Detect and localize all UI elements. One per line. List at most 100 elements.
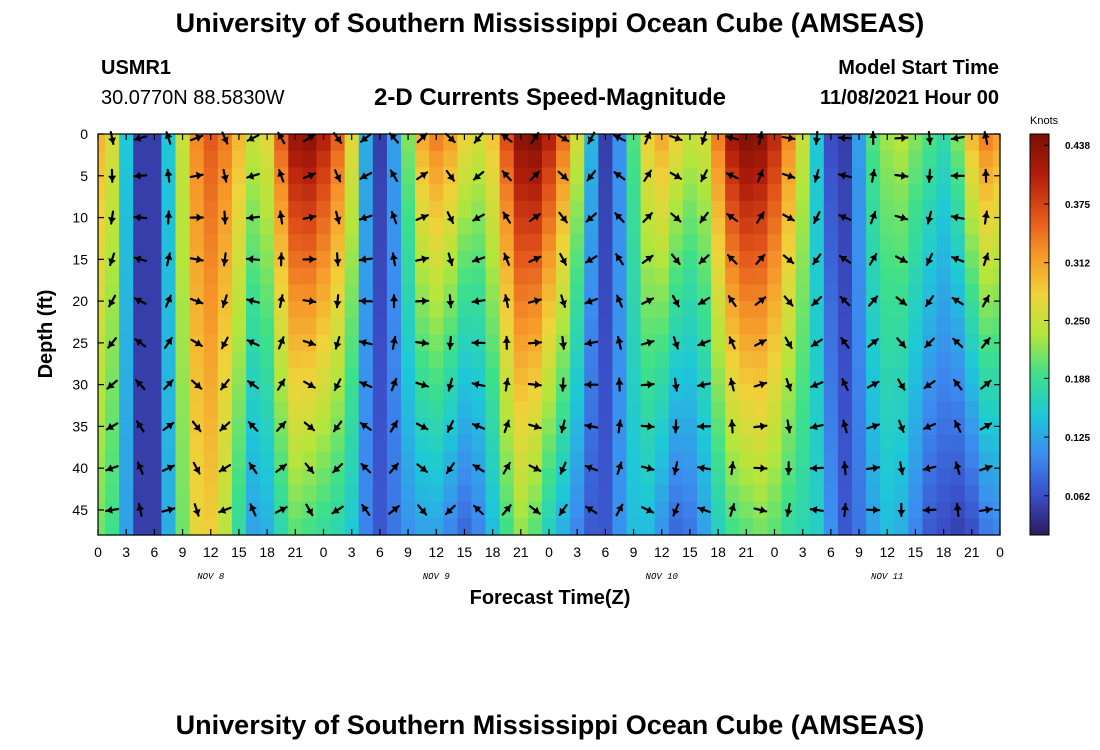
current-arrow bbox=[390, 294, 398, 309]
speed-cell bbox=[640, 434, 656, 453]
speed-cell bbox=[203, 267, 219, 285]
current-arrow bbox=[388, 462, 399, 474]
speed-cell bbox=[344, 484, 360, 503]
speed-cell bbox=[499, 267, 515, 285]
speed-cell bbox=[457, 434, 473, 453]
current-arrow bbox=[389, 420, 399, 433]
arrow-head bbox=[446, 465, 454, 473]
speed-cell bbox=[753, 317, 769, 336]
speed-cell bbox=[457, 317, 473, 336]
x-tick-label: 6 bbox=[376, 544, 384, 560]
current-arrow bbox=[669, 134, 683, 142]
speed-cell bbox=[753, 134, 769, 152]
speed-cell bbox=[316, 234, 332, 252]
speed-cell bbox=[316, 217, 332, 235]
speed-cell bbox=[203, 401, 219, 419]
current-arrow bbox=[218, 464, 232, 473]
speed-cell bbox=[880, 367, 895, 386]
speed-cell bbox=[696, 434, 712, 453]
speed-cell bbox=[316, 134, 332, 152]
speed-cell bbox=[626, 367, 642, 386]
speed-cell bbox=[415, 367, 430, 386]
speed-cell bbox=[795, 501, 811, 519]
speed-cell bbox=[992, 367, 1001, 386]
speed-cell bbox=[682, 217, 698, 235]
speed-cell bbox=[189, 434, 205, 453]
speed-cell bbox=[98, 518, 106, 536]
current-arrow bbox=[390, 335, 398, 350]
speed-cell bbox=[880, 484, 895, 503]
arrow-head bbox=[951, 171, 958, 180]
current-arrow bbox=[472, 170, 485, 181]
current-arrow bbox=[698, 254, 710, 265]
speed-cell bbox=[288, 334, 303, 352]
current-arrow bbox=[726, 213, 739, 223]
speed-cell bbox=[795, 250, 811, 269]
speed-cell bbox=[795, 518, 811, 536]
y-tick-label: 45 bbox=[72, 502, 88, 518]
current-arrow bbox=[670, 212, 682, 223]
arrow-head bbox=[728, 504, 736, 512]
speed-cell bbox=[358, 367, 374, 386]
speed-cell bbox=[245, 384, 261, 402]
speed-cell bbox=[344, 367, 360, 386]
speed-cell bbox=[344, 217, 360, 235]
arrow-head bbox=[869, 132, 878, 138]
speed-cell bbox=[894, 267, 909, 285]
speed-cell bbox=[781, 351, 797, 369]
speed-cell bbox=[725, 200, 740, 219]
current-arrow bbox=[444, 504, 456, 516]
speed-cell bbox=[964, 384, 980, 402]
speed-cell bbox=[499, 234, 515, 252]
current-arrow bbox=[276, 420, 287, 432]
speed-cell bbox=[556, 367, 571, 386]
current-arrow bbox=[725, 134, 740, 142]
speed-cell bbox=[119, 301, 134, 319]
speed-cell bbox=[175, 451, 191, 469]
speed-cell bbox=[711, 284, 726, 302]
speed-cell bbox=[992, 217, 1001, 235]
speed-cell bbox=[852, 468, 867, 486]
speed-cell bbox=[288, 134, 303, 152]
arrow-head bbox=[671, 384, 680, 391]
speed-cell bbox=[288, 434, 303, 453]
speed-cell bbox=[739, 301, 754, 319]
speed-cell bbox=[527, 484, 543, 503]
current-arrow bbox=[813, 211, 821, 224]
speed-cell bbox=[809, 234, 825, 252]
speed-cell bbox=[147, 367, 163, 386]
speed-cell bbox=[203, 317, 219, 336]
speed-cell bbox=[936, 401, 952, 419]
speed-cell bbox=[527, 234, 543, 252]
speed-cell bbox=[372, 317, 388, 336]
model-start-label: Model Start Time bbox=[838, 57, 999, 79]
speed-cell bbox=[654, 418, 670, 436]
current-arrow bbox=[275, 463, 288, 473]
arrow-head bbox=[559, 215, 567, 223]
current-arrow bbox=[390, 210, 398, 225]
current-arrow bbox=[585, 212, 597, 223]
speed-cell bbox=[189, 284, 205, 302]
y-axis-label: Depth (ft) bbox=[35, 290, 57, 379]
arrow-head bbox=[333, 300, 342, 308]
speed-cell bbox=[541, 134, 557, 152]
speed-cell bbox=[936, 167, 952, 185]
speed-cell bbox=[936, 418, 952, 436]
speed-cell bbox=[739, 184, 754, 202]
speed-cell bbox=[950, 451, 966, 469]
speed-cell bbox=[133, 451, 148, 469]
speed-cell bbox=[767, 167, 783, 185]
speed-cell bbox=[598, 518, 614, 536]
speed-cell bbox=[316, 317, 332, 336]
speed-cell bbox=[781, 384, 797, 402]
arrow-head bbox=[446, 342, 455, 349]
speed-cell bbox=[344, 334, 360, 352]
speed-cell bbox=[471, 217, 487, 235]
speed-cell bbox=[401, 468, 416, 486]
arrow-head bbox=[982, 338, 990, 346]
arrow-head bbox=[700, 215, 708, 223]
speed-cell bbox=[584, 451, 599, 469]
speed-cell bbox=[908, 518, 924, 536]
speed-heatmap bbox=[98, 134, 1001, 536]
